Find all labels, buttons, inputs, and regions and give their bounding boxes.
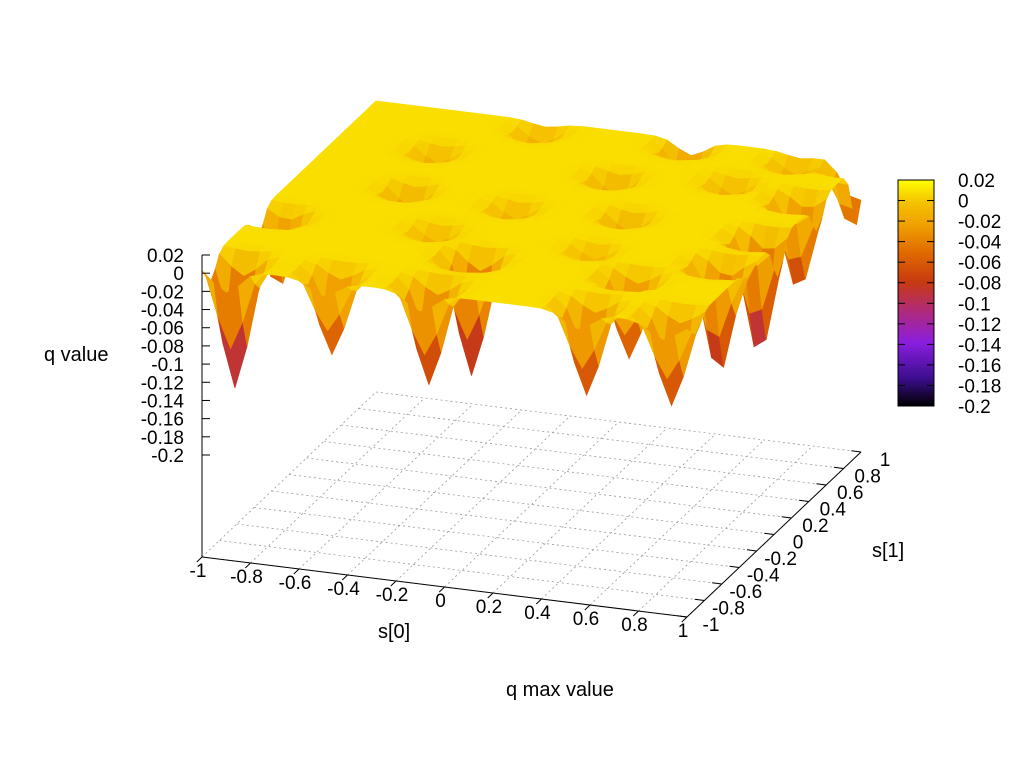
grid-line-x	[444, 421, 619, 588]
colorbox-tick-label: -0.16	[958, 356, 1001, 377]
y-tick-label: 1	[880, 450, 891, 471]
colorbox-tick-label: -0.18	[958, 376, 1001, 397]
grid-line-x	[492, 427, 668, 594]
x-tick-mark	[438, 586, 445, 593]
surface-mesh	[201, 100, 862, 407]
grid-line-y	[288, 474, 775, 535]
y-tick-label: -0.8	[712, 599, 745, 620]
grid-line-y	[358, 408, 844, 469]
colorbox-tick-label: -0.1	[958, 294, 991, 315]
y-tick-label: -1	[703, 615, 720, 636]
x-tick-mark	[244, 562, 251, 569]
x-axis-ticks: -1 -0.8 -0.6 -0.4 -0.2 0 0.2 0.4 0.6 0.8 1	[190, 556, 689, 642]
x-tick-label: 0.8	[621, 615, 647, 636]
colorbox-tick-label: 0.02	[958, 171, 995, 192]
x-tick-mark	[632, 610, 639, 617]
y-axis-label: s[1]	[872, 540, 904, 562]
colorbox-tick-label: -0.2	[958, 397, 991, 418]
colorbox-gradient	[897, 179, 935, 407]
surface-facet	[835, 181, 853, 209]
y-tick-mark	[746, 549, 757, 552]
colorbox-tick-label: -0.02	[958, 212, 1001, 233]
colorbox-ticks: 0.020-0.02-0.04-0.06-0.08-0.1-0.12-0.14-…	[898, 171, 1002, 418]
x-tick-mark	[390, 580, 397, 587]
colorbox-tick-label: -0.06	[958, 253, 1001, 274]
grid-line-y	[341, 424, 827, 486]
x-tick-mark	[681, 616, 688, 623]
y-tick-mark	[851, 450, 862, 453]
z-tick-label: 0	[173, 264, 184, 285]
grid-line-y	[271, 490, 757, 552]
grid-line-x	[298, 403, 474, 570]
chart-title: q max value	[506, 679, 614, 701]
z-tick-label: -0.14	[141, 391, 185, 412]
y-tick-label: -0.4	[747, 566, 780, 587]
x-tick-mark	[341, 574, 348, 581]
y-axis-ticks: -1-0.8-0.6-0.4-0.200.20.40.60.81	[677, 450, 890, 636]
grid-line-y	[306, 457, 792, 519]
x-tick-mark	[584, 604, 591, 611]
colorbox: 0.020-0.02-0.04-0.06-0.08-0.1-0.12-0.14-…	[897, 171, 1002, 418]
z-tick-label: -0.16	[141, 410, 184, 431]
y-tick-label: 0.2	[802, 516, 828, 537]
grid-line-y	[219, 540, 705, 601]
grid-line-y	[254, 507, 740, 568]
z-tick-label: -0.02	[141, 282, 184, 303]
x-tick-label: -0.8	[230, 567, 263, 588]
x-axis-label: s[0]	[378, 621, 410, 643]
x-tick-label: -1	[190, 561, 207, 582]
colorbox-tick-label: -0.04	[958, 233, 1002, 254]
y-tick-mark	[694, 598, 705, 601]
y-tick-mark	[712, 582, 722, 585]
y-tick-label: -0.2	[764, 549, 797, 570]
x-tick-label: -0.2	[376, 585, 409, 606]
z-axis-label: q value	[44, 344, 109, 366]
y-tick-mark	[729, 565, 740, 568]
z-axis: 0.020-0.02-0.04-0.06-0.08-0.1-0.12-0.14-…	[141, 246, 210, 557]
y-tick-mark	[764, 532, 775, 535]
x-tick-mark	[535, 598, 542, 605]
colorbox-tick-label: -0.08	[958, 274, 1001, 295]
x-tick-label: -0.6	[279, 573, 312, 594]
y-tick-label: 0	[793, 533, 804, 554]
colorbox-tick-label: -0.12	[958, 315, 1001, 336]
grid-line-y	[323, 441, 809, 502]
y-tick-mark	[816, 483, 827, 486]
x-tick-mark	[487, 592, 494, 599]
x-tick-label: 0	[435, 591, 446, 612]
y-tick-mark	[799, 499, 809, 502]
x-tick-mark	[293, 568, 300, 575]
y-tick-label: 0.4	[820, 500, 847, 521]
z-tick-label: 0.02	[147, 246, 184, 267]
x-tick-mark	[196, 556, 203, 563]
grid-line-x	[638, 445, 813, 612]
y-tick-label: -0.6	[729, 582, 762, 603]
grid-line-x	[250, 397, 425, 564]
x-tick-label: 1	[678, 621, 689, 642]
x-tick-label: 0.2	[476, 597, 502, 618]
x-tick-label: 0.6	[573, 609, 599, 630]
x-tick-label: 0.4	[524, 603, 551, 624]
y-tick-mark	[677, 615, 688, 618]
z-tick-label: -0.18	[141, 428, 184, 449]
z-tick-label: -0.06	[141, 319, 184, 340]
y-tick-label: 0.8	[854, 467, 880, 488]
colorbox-tick-label: -0.14	[958, 335, 1002, 356]
z-tick-label: -0.08	[141, 337, 184, 358]
grid-line-y	[236, 523, 722, 585]
y-tick-label: 0.6	[837, 483, 863, 504]
x-tick-label: -0.4	[327, 579, 360, 600]
z-tick-label: -0.1	[151, 355, 184, 376]
y-tick-mark	[833, 466, 844, 469]
surface-facet	[674, 328, 692, 361]
grid-line-y	[375, 391, 862, 453]
z-tick-label: -0.2	[151, 446, 184, 467]
colorbox-tick-label: 0	[958, 192, 969, 213]
grid-line-x	[541, 433, 716, 600]
z-tick-label: -0.04	[141, 301, 185, 322]
y-tick-mark	[781, 516, 792, 519]
z-tick-label: -0.12	[141, 373, 184, 394]
